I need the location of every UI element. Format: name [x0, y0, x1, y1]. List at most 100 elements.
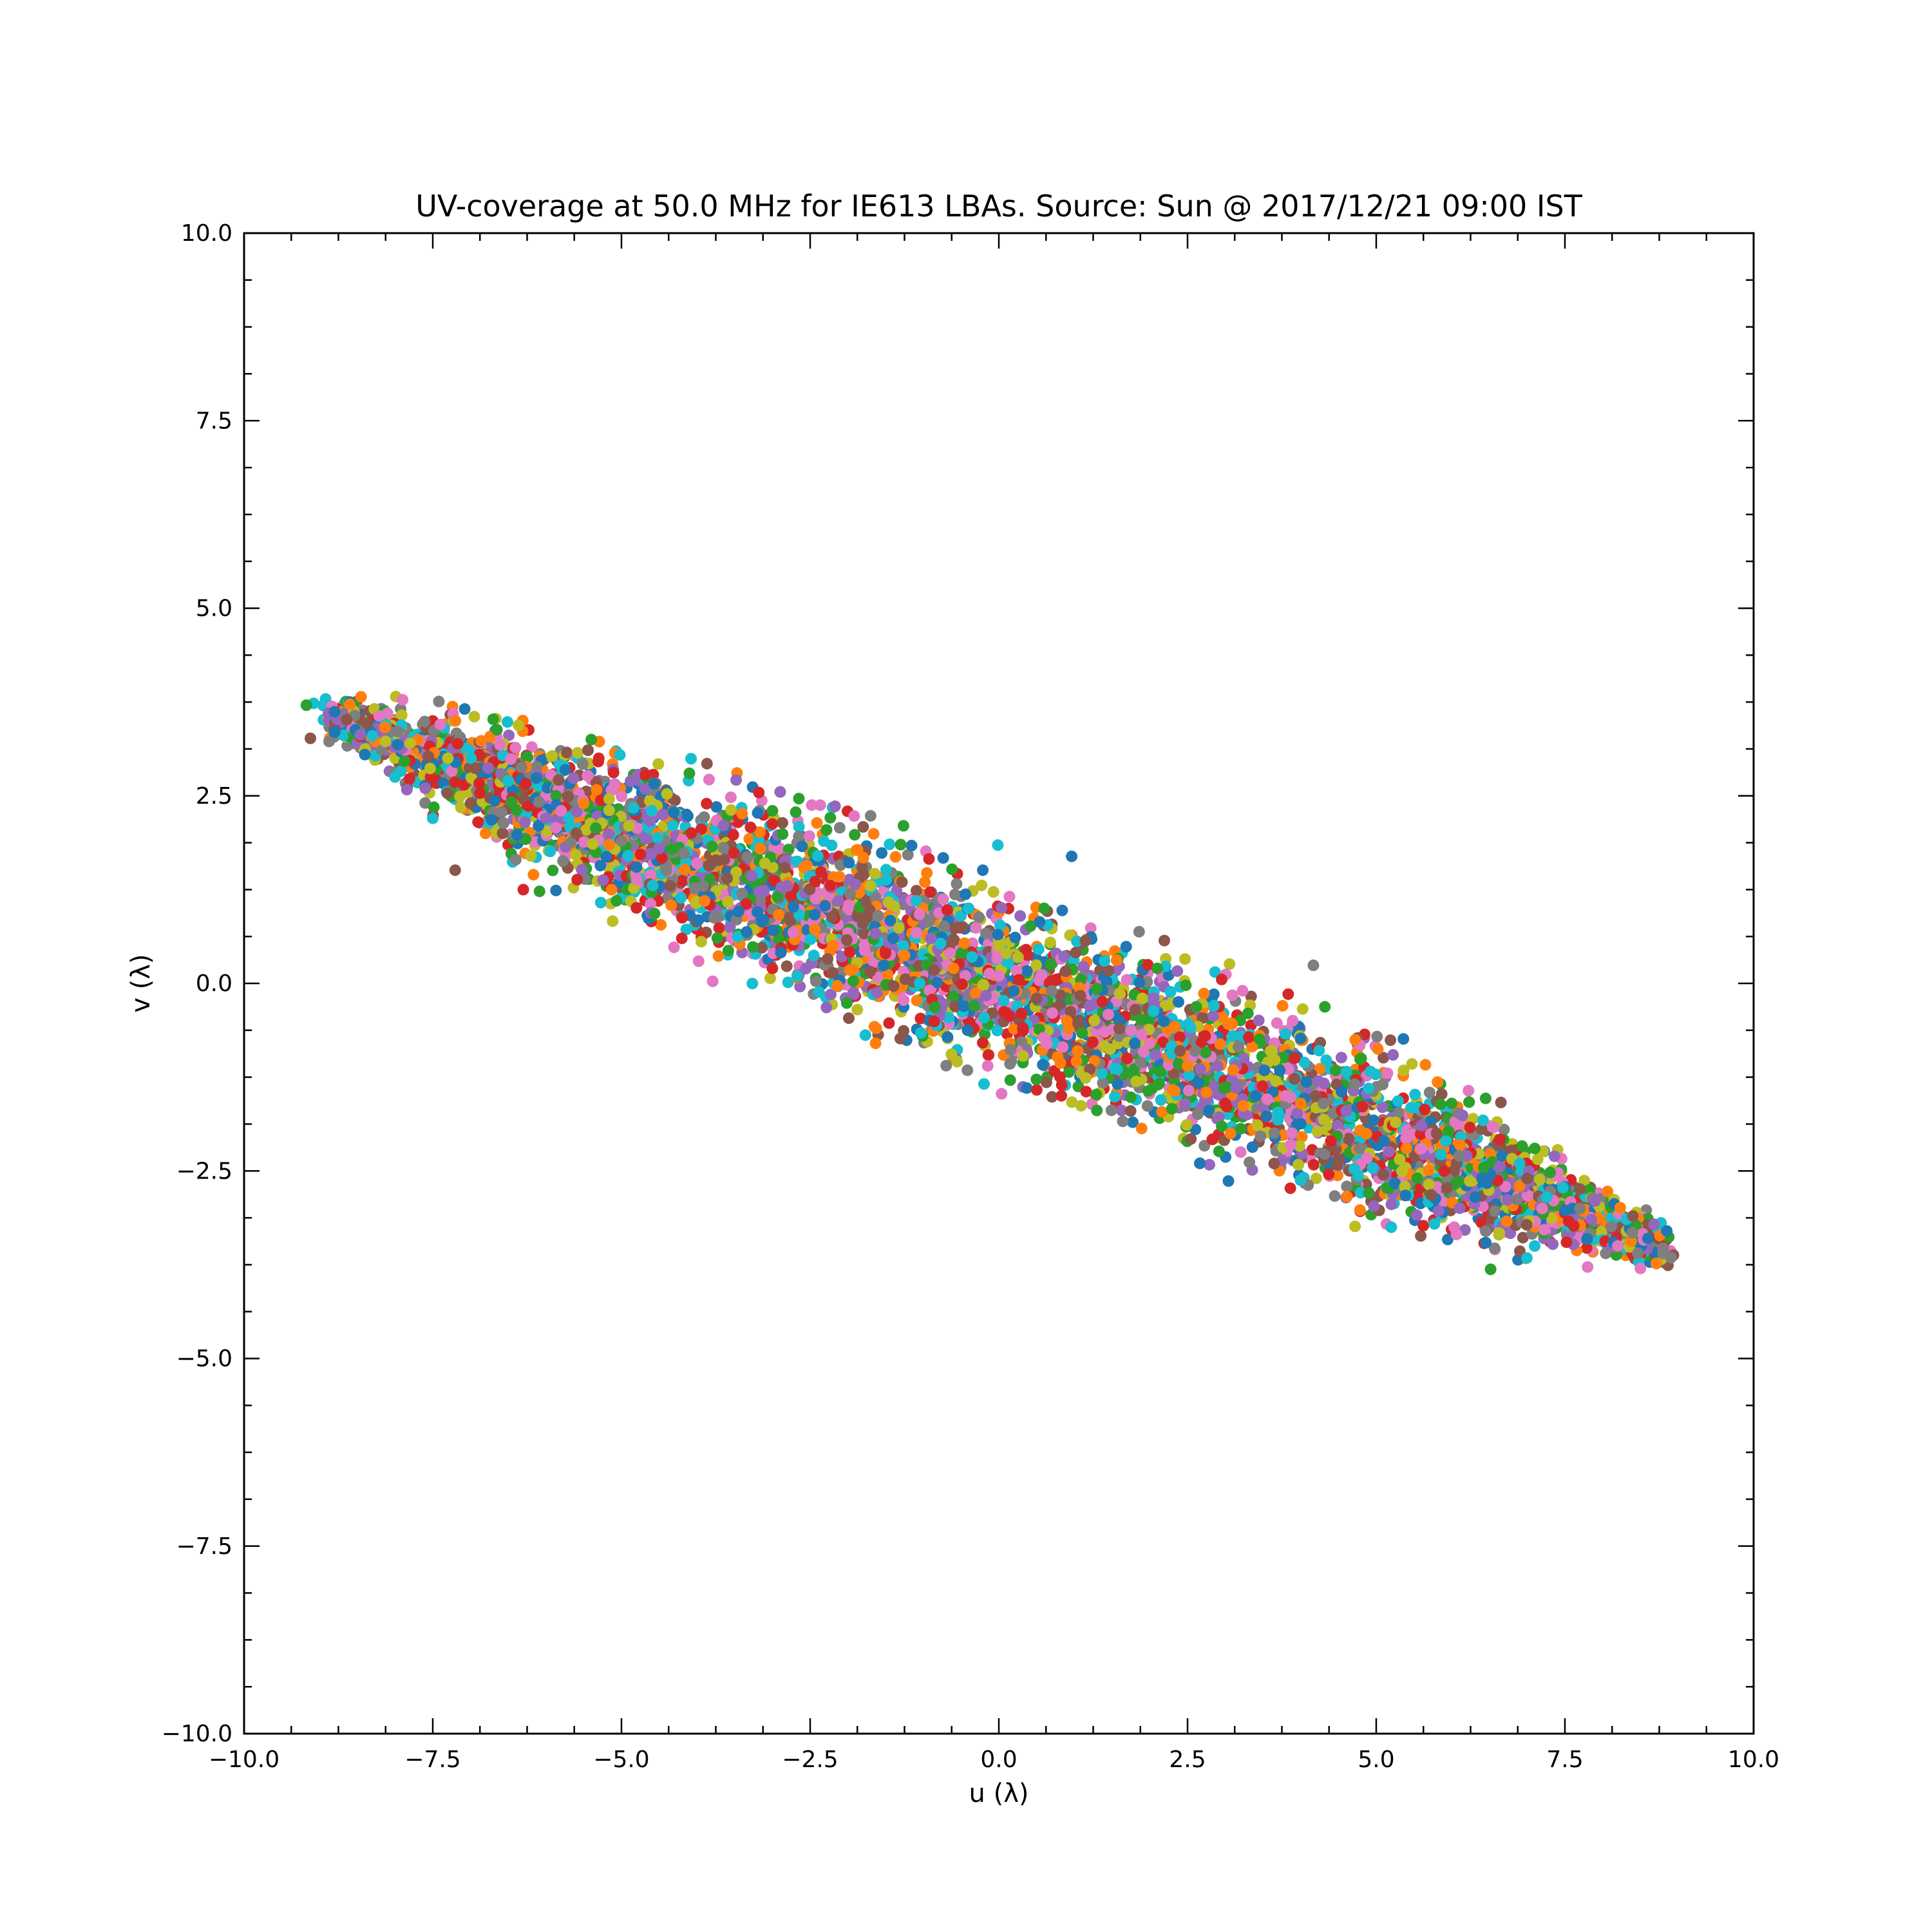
uv-point	[1005, 1044, 1017, 1056]
uv-point	[978, 1078, 990, 1090]
uv-point	[1120, 941, 1132, 952]
uv-point	[594, 896, 607, 909]
uv-point	[1056, 904, 1068, 916]
uv-point	[961, 1064, 974, 1076]
uv-point	[655, 919, 667, 931]
uv-point	[902, 849, 914, 861]
uv-point	[305, 732, 316, 744]
uv-point	[1125, 1091, 1137, 1103]
uv-point	[1103, 965, 1115, 977]
uv-point	[1246, 1141, 1258, 1153]
uv-point	[976, 879, 988, 891]
uv-point	[533, 886, 545, 898]
uv-point	[1046, 1091, 1058, 1103]
uv-point	[1354, 1204, 1366, 1216]
uv-point	[1419, 1059, 1432, 1071]
uv-point	[940, 1059, 952, 1072]
uv-point	[607, 766, 620, 779]
uv-point	[675, 892, 687, 904]
uv-point	[1045, 958, 1057, 970]
uv-point	[1512, 1254, 1524, 1266]
uv-point	[806, 799, 818, 811]
uv-point	[1105, 1104, 1117, 1117]
uv-point	[1072, 1045, 1084, 1057]
uv-point	[1332, 1170, 1343, 1182]
uv-point	[1381, 1067, 1394, 1079]
uv-point	[1298, 1056, 1311, 1068]
uv-point	[1385, 1034, 1397, 1046]
uv-point	[1547, 1238, 1559, 1250]
uv-point	[1189, 1123, 1202, 1135]
uv-point	[1282, 988, 1294, 1000]
uv-point	[1216, 973, 1227, 985]
uv-point	[1159, 934, 1170, 947]
uv-point	[1021, 1082, 1033, 1094]
uv-point	[1222, 1175, 1235, 1187]
uv-point	[857, 821, 869, 833]
uv-point	[724, 921, 736, 933]
uv-point	[685, 753, 697, 765]
uv-point	[814, 799, 826, 811]
uv-point	[698, 811, 710, 823]
uv-point	[859, 1029, 871, 1041]
uv-point	[1434, 1098, 1446, 1110]
uv-point	[682, 810, 694, 822]
uv-point	[896, 876, 908, 888]
uv-point	[820, 824, 833, 836]
uv-point	[777, 817, 788, 829]
uv-point	[1271, 1017, 1283, 1029]
uv-point	[1368, 1200, 1380, 1212]
uv-point	[300, 699, 312, 711]
uv-point	[1330, 1065, 1341, 1077]
uv-point	[884, 838, 896, 851]
uv-point	[1070, 1055, 1083, 1067]
uv-point	[1207, 1010, 1219, 1022]
uv-point	[882, 969, 894, 980]
uv-point	[1284, 1182, 1296, 1195]
uv-point	[1488, 1121, 1500, 1133]
uv-point	[713, 922, 725, 934]
uv-point	[570, 849, 582, 861]
uv-point	[475, 735, 488, 747]
uv-point	[1341, 1180, 1353, 1193]
uv-point	[955, 910, 967, 922]
uv-point	[1276, 999, 1289, 1012]
chart-title: UV-coverage at 50.0 MHz for IE613 LBAs. …	[415, 189, 1583, 223]
uv-point	[1077, 961, 1090, 972]
scatter-points	[300, 690, 1680, 1275]
uv-point	[1059, 965, 1072, 978]
uv-point	[1310, 1172, 1322, 1184]
uv-point	[1319, 1001, 1331, 1013]
uv-point	[1488, 1242, 1501, 1255]
uv-point	[730, 774, 743, 786]
uv-point	[1329, 1190, 1341, 1202]
uv-point	[914, 1012, 927, 1025]
uv-point	[1296, 1003, 1309, 1015]
uv-point	[1095, 1067, 1108, 1079]
uv-point	[992, 839, 1004, 851]
uv-point	[870, 1022, 882, 1034]
uv-point	[1112, 1078, 1124, 1090]
uv-point	[973, 911, 985, 923]
uv-point	[1520, 1252, 1533, 1264]
uv-point	[1084, 922, 1097, 934]
uv-point	[1377, 1169, 1389, 1181]
uv-point	[1349, 1034, 1361, 1046]
uv-point	[1226, 1018, 1238, 1030]
uv-point	[790, 806, 802, 819]
uv-point	[919, 876, 931, 888]
uv-point	[401, 784, 413, 796]
uv-point	[1417, 1220, 1430, 1232]
uv-point	[1198, 1140, 1211, 1152]
uv-point	[867, 828, 880, 840]
uv-point	[627, 802, 639, 814]
uv-point	[1121, 974, 1133, 986]
uv-point	[1066, 850, 1078, 862]
uv-point	[1091, 1104, 1103, 1117]
uv-point	[1397, 1033, 1410, 1045]
uv-point	[531, 761, 543, 773]
uv-point	[1224, 958, 1236, 970]
uv-point	[1287, 1014, 1299, 1027]
uv-point	[526, 741, 538, 753]
uv-point	[1133, 976, 1146, 989]
